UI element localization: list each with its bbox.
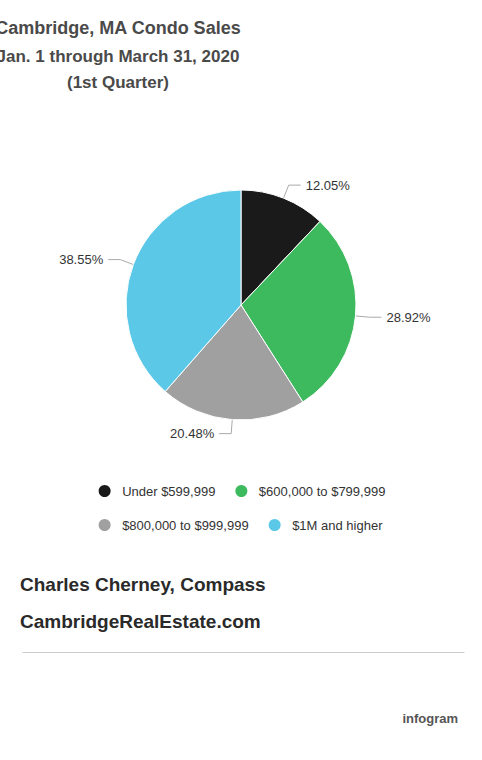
svg-text:$800,000 to $999,999: $800,000 to $999,999: [122, 518, 249, 533]
svg-text:Cambridge, MA Condo Sales: Cambridge, MA Condo Sales: [0, 18, 241, 38]
svg-text:(1st Quarter): (1st Quarter): [67, 73, 169, 92]
svg-text:Jan. 1 through March 31, 2020: Jan. 1 through March 31, 2020: [0, 47, 239, 66]
svg-text:20.48%: 20.48%: [170, 426, 215, 441]
svg-text:12.05%: 12.05%: [306, 178, 351, 193]
svg-text:$600,000 to $799,999: $600,000 to $799,999: [259, 484, 386, 499]
svg-text:28.92%: 28.92%: [386, 310, 431, 325]
svg-text:38.55%: 38.55%: [59, 252, 104, 267]
svg-text:$1M and higher: $1M and higher: [292, 518, 383, 533]
svg-text:CambridgeRealEstate.com: CambridgeRealEstate.com: [20, 611, 261, 632]
svg-text:Charles Cherney, Compass: Charles Cherney, Compass: [20, 574, 266, 595]
svg-text:infogram: infogram: [402, 711, 458, 726]
svg-text:Under $599,999: Under $599,999: [122, 484, 215, 499]
